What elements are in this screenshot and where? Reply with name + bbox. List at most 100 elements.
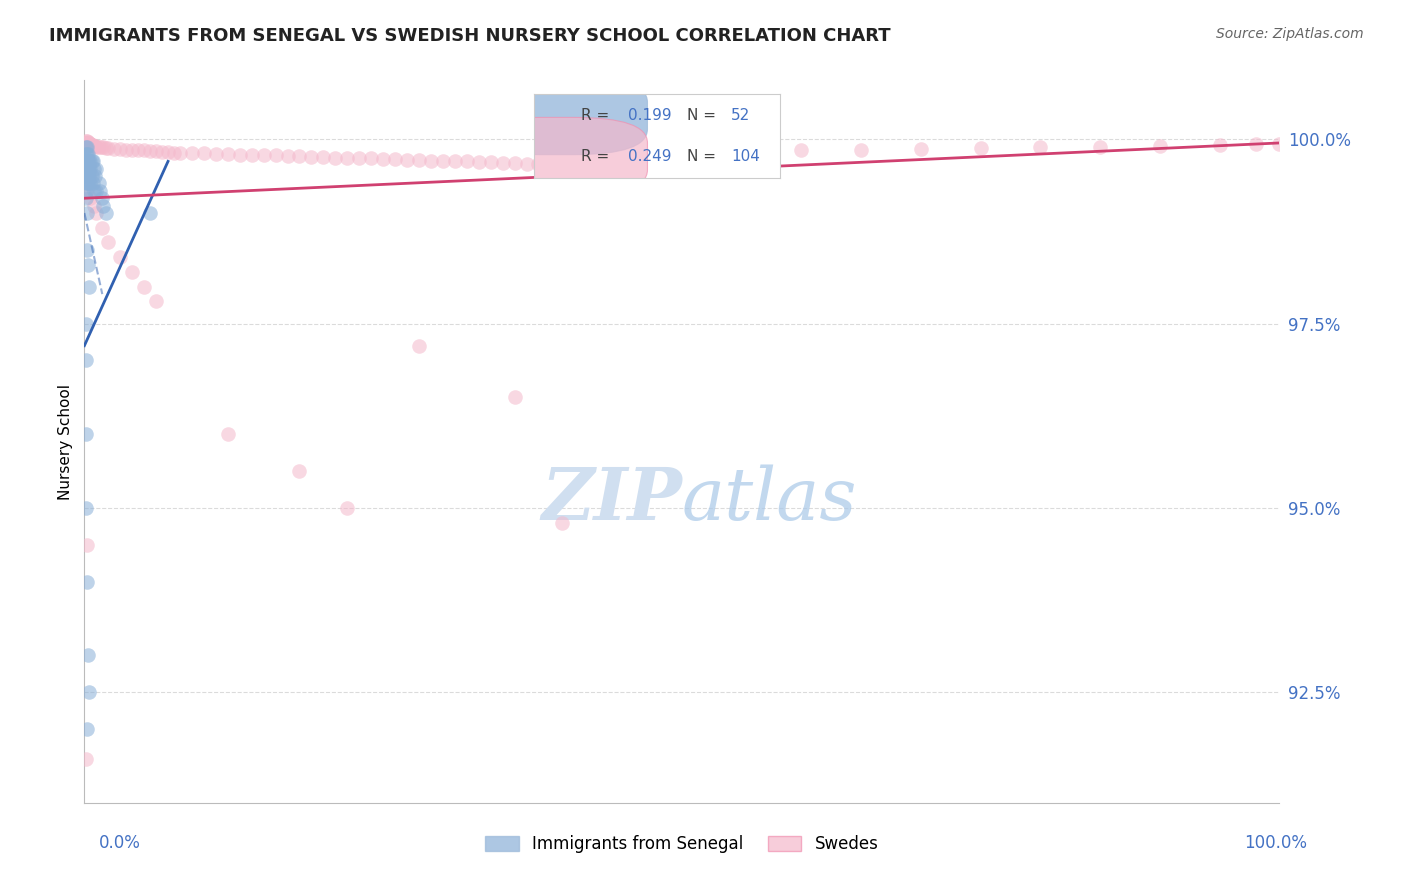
Point bbox=[77, 136, 100, 151]
Point bbox=[77, 161, 100, 176]
Point bbox=[82, 138, 104, 153]
Point bbox=[121, 265, 143, 279]
Text: N =: N = bbox=[686, 149, 721, 164]
Point bbox=[623, 160, 645, 174]
Point bbox=[132, 279, 156, 293]
Point bbox=[79, 161, 101, 176]
Point bbox=[492, 156, 515, 170]
Point bbox=[76, 206, 98, 220]
Point bbox=[76, 161, 98, 176]
Point bbox=[396, 153, 419, 167]
Point bbox=[76, 184, 98, 198]
Point bbox=[76, 538, 98, 552]
Point bbox=[75, 353, 97, 368]
Text: 0.199: 0.199 bbox=[627, 108, 672, 123]
Point bbox=[76, 722, 98, 736]
Point bbox=[89, 184, 111, 198]
Point bbox=[77, 169, 100, 183]
Point bbox=[77, 137, 100, 152]
Point bbox=[132, 144, 156, 158]
Point bbox=[970, 141, 993, 155]
Point bbox=[84, 139, 107, 153]
Point bbox=[349, 152, 371, 166]
Point bbox=[336, 500, 359, 515]
Point bbox=[91, 191, 114, 205]
Point bbox=[312, 150, 335, 164]
Point bbox=[217, 147, 239, 161]
Text: 0.0%: 0.0% bbox=[98, 834, 141, 852]
Point bbox=[169, 145, 191, 160]
Point bbox=[76, 574, 98, 589]
Point bbox=[503, 390, 526, 404]
Point bbox=[503, 156, 526, 170]
Point bbox=[229, 147, 252, 161]
Point bbox=[288, 464, 311, 478]
Point bbox=[384, 152, 406, 166]
Point bbox=[75, 147, 97, 161]
Point bbox=[75, 177, 97, 191]
Point bbox=[671, 161, 693, 175]
Point bbox=[86, 206, 108, 220]
Point bbox=[77, 177, 100, 191]
Text: ZIP: ZIP bbox=[541, 464, 682, 535]
FancyBboxPatch shape bbox=[468, 118, 647, 195]
Point bbox=[432, 153, 454, 168]
Point bbox=[75, 751, 97, 765]
Point bbox=[1268, 136, 1291, 151]
Legend: Immigrants from Senegal, Swedes: Immigrants from Senegal, Swedes bbox=[478, 828, 886, 860]
Point bbox=[288, 149, 311, 163]
Text: 52: 52 bbox=[731, 108, 751, 123]
Point bbox=[145, 294, 167, 309]
Point bbox=[80, 154, 103, 169]
Point bbox=[1090, 139, 1112, 153]
Point bbox=[80, 169, 103, 183]
Point bbox=[127, 144, 149, 158]
Point bbox=[97, 235, 120, 250]
Point bbox=[110, 250, 132, 264]
Y-axis label: Nursery School: Nursery School bbox=[58, 384, 73, 500]
Point bbox=[1209, 138, 1232, 153]
Point bbox=[110, 142, 132, 156]
Point bbox=[77, 169, 100, 183]
Point bbox=[336, 151, 359, 165]
Point bbox=[325, 151, 347, 165]
Point bbox=[75, 134, 97, 148]
Point bbox=[97, 141, 120, 155]
Point bbox=[373, 152, 395, 166]
Point bbox=[647, 161, 669, 175]
Point bbox=[80, 138, 103, 153]
Point bbox=[77, 685, 100, 699]
Point bbox=[83, 184, 105, 198]
Point bbox=[163, 145, 186, 160]
Point bbox=[76, 243, 98, 257]
Point bbox=[145, 144, 167, 158]
Point bbox=[83, 161, 105, 176]
Point bbox=[79, 136, 101, 151]
Point bbox=[79, 137, 101, 152]
Point bbox=[75, 427, 97, 442]
Point bbox=[150, 145, 173, 159]
Point bbox=[1149, 139, 1171, 153]
Text: 104: 104 bbox=[731, 149, 761, 164]
Point bbox=[103, 142, 125, 156]
Point bbox=[75, 139, 97, 153]
Point bbox=[93, 199, 115, 213]
Point bbox=[76, 147, 98, 161]
Point bbox=[420, 153, 443, 168]
Text: R =: R = bbox=[581, 108, 614, 123]
Point bbox=[456, 154, 478, 169]
Point bbox=[93, 140, 115, 154]
Point bbox=[1029, 140, 1052, 154]
Point bbox=[217, 427, 239, 442]
Point bbox=[77, 648, 100, 663]
Point bbox=[77, 258, 100, 272]
Point bbox=[76, 169, 98, 183]
Point bbox=[83, 139, 105, 153]
Point bbox=[76, 177, 98, 191]
Point bbox=[83, 199, 105, 213]
Text: 100.0%: 100.0% bbox=[1244, 834, 1308, 852]
Point bbox=[139, 144, 162, 158]
Point bbox=[527, 156, 550, 170]
Point bbox=[86, 184, 108, 198]
Point bbox=[77, 147, 100, 161]
